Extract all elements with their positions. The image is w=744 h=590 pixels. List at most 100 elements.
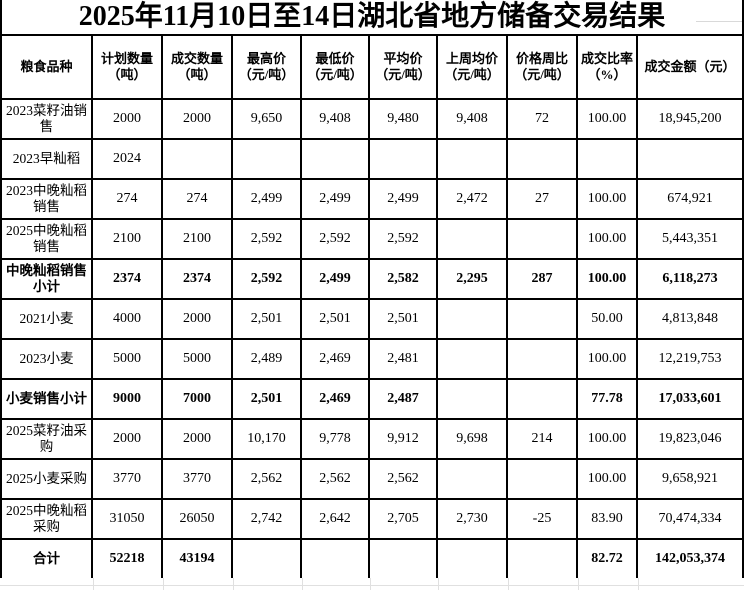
data-cell[interactable]: 9,658,921 (636, 458, 744, 500)
data-cell[interactable]: 7000 (161, 378, 233, 420)
data-cell[interactable]: 9,650 (231, 98, 302, 140)
row-label-cell[interactable]: 2025中晚籼稻 采购 (0, 498, 93, 540)
data-cell[interactable]: 2374 (161, 258, 233, 300)
data-cell[interactable]: 4000 (91, 298, 163, 340)
data-cell[interactable]: 12,219,753 (636, 338, 744, 380)
data-cell[interactable]: 2,705 (368, 498, 438, 540)
data-cell[interactable]: 2000 (91, 98, 163, 140)
header-cell[interactable]: 成交金额（元） (636, 34, 744, 100)
data-cell[interactable]: 52218 (91, 538, 163, 580)
data-cell[interactable]: 2,642 (300, 498, 370, 540)
data-cell[interactable]: 26050 (161, 498, 233, 540)
data-cell[interactable]: 31050 (91, 498, 163, 540)
data-cell[interactable] (300, 538, 370, 580)
data-cell[interactable] (368, 138, 438, 180)
row-label-cell[interactable]: 2025中晚籼稻 销售 (0, 218, 93, 260)
data-cell[interactable] (436, 378, 508, 420)
data-cell[interactable]: 214 (506, 418, 578, 460)
data-cell[interactable]: 70,474,334 (636, 498, 744, 540)
data-cell[interactable] (506, 338, 578, 380)
data-cell[interactable]: 287 (506, 258, 578, 300)
row-label-cell[interactable]: 2025菜籽油采 购 (0, 418, 93, 460)
data-cell[interactable]: 72 (506, 98, 578, 140)
row-label-cell[interactable]: 2023菜籽油销 售 (0, 98, 93, 140)
data-cell[interactable] (231, 138, 302, 180)
data-cell[interactable]: 142,053,374 (636, 538, 744, 580)
data-cell[interactable]: 2,472 (436, 178, 508, 220)
data-cell[interactable] (436, 538, 508, 580)
data-cell[interactable]: 3770 (91, 458, 163, 500)
data-cell[interactable] (436, 298, 508, 340)
row-label-cell[interactable]: 2021小麦 (0, 298, 93, 340)
row-label-cell[interactable]: 2023中晚籼稻 销售 (0, 178, 93, 220)
header-cell[interactable]: 最低价 （元/吨） (300, 34, 370, 100)
data-cell[interactable]: 100.00 (576, 418, 638, 460)
row-label-cell[interactable]: 2025小麦采购 (0, 458, 93, 500)
data-cell[interactable]: 2100 (161, 218, 233, 260)
data-cell[interactable]: 100.00 (576, 258, 638, 300)
header-cell[interactable]: 粮食品种 (0, 34, 93, 100)
data-cell[interactable]: 9,912 (368, 418, 438, 460)
data-cell[interactable] (636, 138, 744, 180)
data-cell[interactable]: 2,501 (231, 378, 302, 420)
data-cell[interactable]: 5,443,351 (636, 218, 744, 260)
data-cell[interactable]: 2,469 (300, 338, 370, 380)
row-label-cell[interactable]: 2023小麦 (0, 338, 93, 380)
data-cell[interactable]: 2,501 (300, 298, 370, 340)
data-cell[interactable]: 2,592 (368, 218, 438, 260)
data-cell[interactable]: 2000 (161, 298, 233, 340)
data-cell[interactable]: 2100 (91, 218, 163, 260)
data-cell[interactable] (506, 298, 578, 340)
data-cell[interactable] (436, 138, 508, 180)
row-label-cell[interactable]: 合计 (0, 538, 93, 580)
data-cell[interactable]: 83.90 (576, 498, 638, 540)
data-cell[interactable] (506, 378, 578, 420)
header-cell[interactable]: 计划数量 （吨） (91, 34, 163, 100)
header-cell[interactable]: 价格周比 （元/吨） (506, 34, 578, 100)
data-cell[interactable]: 2000 (91, 418, 163, 460)
report-title-cell[interactable]: 2025年11月10日至14日湖北省地方储备交易结果 (0, 0, 744, 34)
data-cell[interactable] (506, 458, 578, 500)
data-cell[interactable]: 2,295 (436, 258, 508, 300)
data-cell[interactable]: 19,823,046 (636, 418, 744, 460)
data-cell[interactable]: 2,499 (300, 178, 370, 220)
data-cell[interactable]: 2,499 (231, 178, 302, 220)
data-cell[interactable] (161, 138, 233, 180)
data-cell[interactable]: 100.00 (576, 458, 638, 500)
data-cell[interactable]: 2024 (91, 138, 163, 180)
data-cell[interactable]: 6,118,273 (636, 258, 744, 300)
data-cell[interactable]: 100.00 (576, 98, 638, 140)
data-cell[interactable]: 2,499 (300, 258, 370, 300)
data-cell[interactable]: 2,489 (231, 338, 302, 380)
data-cell[interactable]: 2,469 (300, 378, 370, 420)
data-cell[interactable]: 17,033,601 (636, 378, 744, 420)
data-cell[interactable]: 2000 (161, 418, 233, 460)
data-cell[interactable]: 10,170 (231, 418, 302, 460)
data-cell[interactable] (506, 538, 578, 580)
data-cell[interactable]: 18,945,200 (636, 98, 744, 140)
data-cell[interactable] (231, 538, 302, 580)
data-cell[interactable]: 274 (161, 178, 233, 220)
header-cell[interactable]: 最高价 （元/吨） (231, 34, 302, 100)
data-cell[interactable]: 9,408 (300, 98, 370, 140)
data-cell[interactable]: 82.72 (576, 538, 638, 580)
data-cell[interactable]: 2,487 (368, 378, 438, 420)
data-cell[interactable]: 2,592 (231, 218, 302, 260)
data-cell[interactable]: 77.78 (576, 378, 638, 420)
data-cell[interactable]: 2,499 (368, 178, 438, 220)
header-cell[interactable]: 成交数量 （吨） (161, 34, 233, 100)
data-cell[interactable]: 2,501 (368, 298, 438, 340)
data-cell[interactable] (436, 458, 508, 500)
data-cell[interactable]: 2,730 (436, 498, 508, 540)
data-cell[interactable]: 9,480 (368, 98, 438, 140)
data-cell[interactable]: 2000 (161, 98, 233, 140)
data-cell[interactable]: 50.00 (576, 298, 638, 340)
data-cell[interactable] (506, 218, 578, 260)
data-cell[interactable]: 4,813,848 (636, 298, 744, 340)
data-cell[interactable]: 274 (91, 178, 163, 220)
data-cell[interactable] (436, 338, 508, 380)
row-label-cell[interactable]: 小麦销售小计 (0, 378, 93, 420)
row-label-cell[interactable]: 2023早籼稻 (0, 138, 93, 180)
data-cell[interactable]: 2,562 (368, 458, 438, 500)
data-cell[interactable]: -25 (506, 498, 578, 540)
